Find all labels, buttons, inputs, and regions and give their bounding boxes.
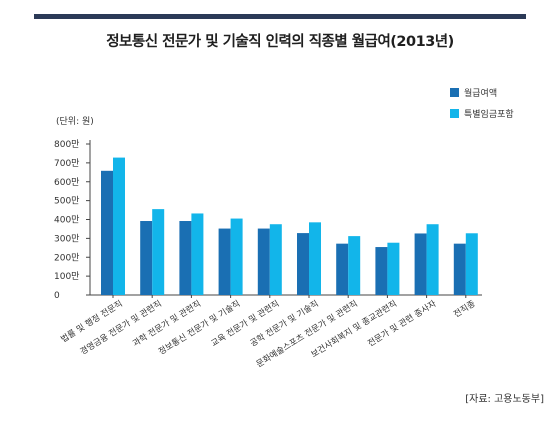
x-tick-label: 공학 전문가 및 기술직 [248,298,320,349]
y-tick-label: 300만 [54,233,79,244]
x-tick-label: 과학 전문가 및 관련직 [131,298,203,349]
x-tick-label: 전직종 [452,298,478,320]
legend-label: 월급여액 [464,87,497,99]
bar-special-pay [113,157,125,295]
source-note: [자료: 고용노동부] [465,394,544,405]
bar-special-pay [465,233,478,295]
bar-special-pay [269,224,282,295]
bar-monthly-pay [297,233,309,295]
bar-special-pay [191,213,204,295]
y-tick-label: 0 [54,291,60,301]
bar-monthly-pay [101,170,113,295]
x-tick-label: 교육 전문가 및 관련직 [209,298,281,349]
y-tick-label: 800만 [54,139,79,150]
y-tick-label: 600만 [54,177,79,188]
bar-special-pay [230,218,243,295]
y-tick-label: 200만 [54,252,79,263]
legend-label: 특별임금포함 [464,108,514,120]
bar-monthly-pay [375,247,388,295]
bar-monthly-pay [257,228,270,295]
y-tick-label: 400만 [54,215,79,226]
bar-monthly-pay [453,243,466,295]
bar-monthly-pay [179,221,192,295]
bar-monthly-pay [336,243,349,295]
bar-special-pay [309,222,321,295]
bar-monthly-pay [140,221,153,295]
title-rule [34,14,526,19]
bar-monthly-pay [414,233,427,295]
legend-swatch [450,88,459,97]
bar-special-pay [152,209,165,295]
bar-special-pay [426,224,439,295]
y-tick-label: 100만 [54,271,79,282]
y-tick-label: 500만 [54,196,79,207]
x-tick-label: 전문가 및 관련 종사자 [366,298,439,349]
bar-monthly-pay [218,228,231,295]
chart-title: 정보통신 전문가 및 기술직 인력의 직종별 월급여(2013년) [106,34,454,50]
bar-special-pay [348,236,361,295]
unit-label: (단위: 원) [56,116,94,127]
legend-swatch [450,109,459,118]
y-tick-label: 700만 [54,158,79,169]
bar-special-pay [387,242,400,295]
